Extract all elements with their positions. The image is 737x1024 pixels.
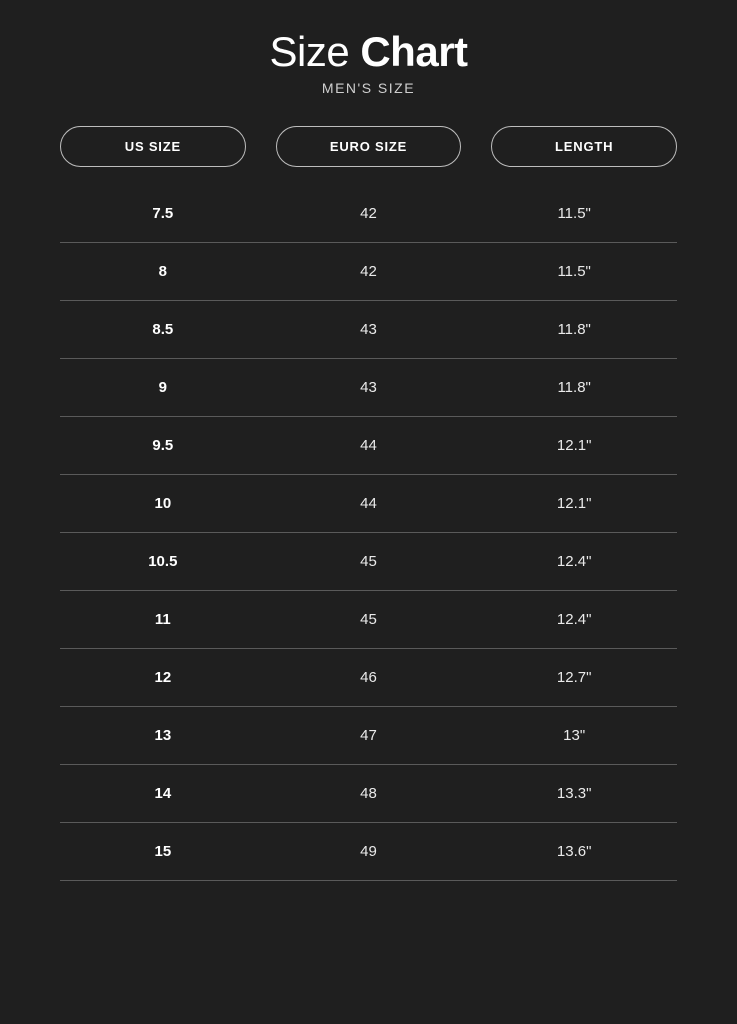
cell-length: 13.6": [471, 823, 677, 881]
cell-us: 12: [60, 649, 266, 707]
table-row: 84211.5": [60, 243, 677, 301]
cell-us: 10.5: [60, 533, 266, 591]
cell-length: 11.8": [471, 301, 677, 359]
cell-length: 12.7": [471, 649, 677, 707]
size-table-body: 7.54211.5" 84211.5" 8.54311.8" 94311.8" …: [60, 185, 677, 881]
table-row: 9.54412.1": [60, 417, 677, 475]
cell-euro: 42: [266, 185, 472, 243]
size-table: 7.54211.5" 84211.5" 8.54311.8" 94311.8" …: [60, 185, 677, 881]
cell-length: 12.4": [471, 591, 677, 649]
cell-euro: 44: [266, 417, 472, 475]
cell-us: 7.5: [60, 185, 266, 243]
cell-length: 11.8": [471, 359, 677, 417]
table-row: 144813.3": [60, 765, 677, 823]
cell-euro: 48: [266, 765, 472, 823]
header-length: LENGTH: [491, 126, 677, 167]
cell-us: 13: [60, 707, 266, 765]
table-row: 94311.8": [60, 359, 677, 417]
cell-us: 8.5: [60, 301, 266, 359]
column-headers: US SIZE EURO SIZE LENGTH: [60, 126, 677, 167]
title-light: Size: [269, 28, 360, 75]
table-row: 7.54211.5": [60, 185, 677, 243]
cell-us: 15: [60, 823, 266, 881]
cell-us: 9.5: [60, 417, 266, 475]
cell-euro: 42: [266, 243, 472, 301]
cell-length: 11.5": [471, 185, 677, 243]
cell-euro: 46: [266, 649, 472, 707]
cell-euro: 49: [266, 823, 472, 881]
table-row: 104412.1": [60, 475, 677, 533]
table-row: 10.54512.4": [60, 533, 677, 591]
cell-us: 9: [60, 359, 266, 417]
page-title: Size Chart: [60, 28, 677, 76]
header-us-size: US SIZE: [60, 126, 246, 167]
cell-us: 11: [60, 591, 266, 649]
cell-us: 14: [60, 765, 266, 823]
cell-euro: 47: [266, 707, 472, 765]
size-chart: Size Chart MEN'S SIZE US SIZE EURO SIZE …: [0, 0, 737, 881]
title-bold: Chart: [360, 28, 467, 75]
table-row: 134713": [60, 707, 677, 765]
cell-length: 12.1": [471, 417, 677, 475]
cell-euro: 45: [266, 533, 472, 591]
cell-us: 10: [60, 475, 266, 533]
header-euro-size: EURO SIZE: [276, 126, 462, 167]
table-row: 8.54311.8": [60, 301, 677, 359]
cell-us: 8: [60, 243, 266, 301]
table-row: 114512.4": [60, 591, 677, 649]
table-row: 154913.6": [60, 823, 677, 881]
table-row: 124612.7": [60, 649, 677, 707]
cell-length: 13.3": [471, 765, 677, 823]
cell-euro: 45: [266, 591, 472, 649]
cell-length: 12.4": [471, 533, 677, 591]
cell-length: 11.5": [471, 243, 677, 301]
cell-euro: 43: [266, 359, 472, 417]
cell-length: 12.1": [471, 475, 677, 533]
cell-euro: 43: [266, 301, 472, 359]
page-subtitle: MEN'S SIZE: [60, 80, 677, 96]
cell-length: 13": [471, 707, 677, 765]
cell-euro: 44: [266, 475, 472, 533]
